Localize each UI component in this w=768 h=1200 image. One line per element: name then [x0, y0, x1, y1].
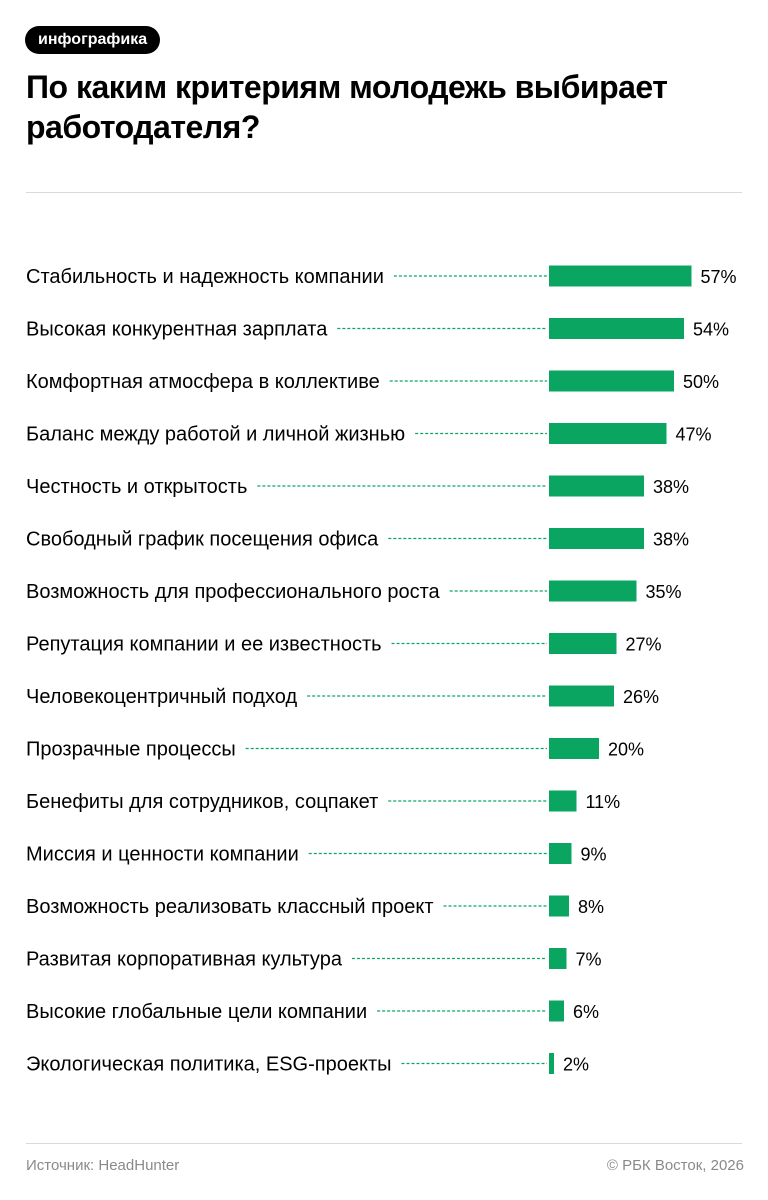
infographic-badge: инфографика [25, 26, 161, 54]
value-label: 47% [676, 425, 712, 445]
value-label: 20% [608, 740, 644, 760]
category-label: Экологическая политика, ESG-проекты [26, 1054, 391, 1076]
bar-chart: Стабильность и надежность компании 57% Выс… [26, 265, 737, 1076]
bar-row: Свободный график посещения офиса 38% [26, 528, 689, 551]
category-label: Развитая корпоративная культура [26, 949, 343, 971]
bar-row: Экологическая политика, ESG-проекты 2% [26, 1053, 589, 1076]
bar [549, 685, 614, 707]
value-label: 11% [586, 792, 621, 812]
bar [549, 948, 567, 969]
bar-row: Бенефиты для сотрудников, соцпакет 11% [26, 790, 621, 813]
bar-row: Стабильность и надежность компании 57% [26, 265, 737, 288]
page-title: По каким критериям молодежь выбирает раб… [26, 69, 668, 145]
bar [549, 423, 667, 444]
bar [549, 318, 684, 339]
bar-row: Возможность для профессионального роста 3… [26, 580, 682, 603]
value-label: 8% [578, 897, 604, 917]
bar [549, 633, 617, 654]
bar-row: Прозрачные процессы 20% [26, 738, 644, 761]
bar-row: Баланс между работой и личной жизнью 47% [26, 423, 712, 446]
bar [549, 843, 572, 864]
category-label: Свободный график посещения офиса [26, 529, 379, 551]
category-label: Комфортная атмосфера в коллективе [26, 371, 380, 393]
value-label: 7% [576, 950, 602, 970]
value-label: 57% [701, 267, 737, 287]
bottom-divider [26, 1143, 742, 1144]
category-label: Миссия и ценности компании [26, 844, 299, 866]
bar-row: Высокие глобальные цели компании 6% [26, 1000, 599, 1023]
bar [549, 790, 577, 812]
category-label: Высокие глобальные цели компании [26, 1001, 367, 1023]
bar-row: Репутация компании и ее известность 27% [26, 633, 662, 656]
bar-row: Высокая конкурентная зарплата 54% [26, 318, 729, 341]
category-label: Человекоцентричный подход [26, 686, 297, 708]
value-label: 9% [581, 845, 607, 865]
category-label: Высокая конкурентная зарплата [26, 319, 328, 341]
source-note: Источник: HeadHunter [26, 1157, 180, 1174]
value-label: 26% [623, 687, 659, 707]
value-label: 38% [653, 530, 689, 550]
bar [549, 528, 644, 549]
category-label: Прозрачные процессы [26, 739, 236, 761]
value-label: 38% [653, 477, 689, 497]
bar [549, 265, 692, 287]
bar [549, 370, 674, 392]
value-label: 6% [573, 1002, 599, 1022]
bar [549, 738, 599, 759]
copyright-note: © РБК Восток, 2026 [606, 1157, 744, 1174]
category-label: Баланс между работой и личной жизнью [26, 424, 405, 446]
value-label: 50% [683, 372, 719, 392]
value-label: 54% [693, 320, 729, 340]
bar-row: Развитая корпоративная культура 7% [26, 948, 602, 971]
value-label: 2% [563, 1055, 589, 1075]
bar-row: Человекоцентричный подход 26% [26, 685, 659, 708]
category-label: Возможность для профессионального роста [26, 581, 441, 603]
value-label: 27% [626, 635, 662, 655]
bar [549, 1053, 554, 1074]
bar-row: Возможность реализовать классный проект 8… [26, 895, 604, 918]
bar-row: Миссия и ценности компании 9% [26, 843, 607, 866]
category-label: Честность и открытость [26, 476, 247, 498]
bar [549, 580, 637, 602]
category-label: Возможность реализовать классный проект [26, 896, 434, 918]
top-divider [26, 192, 742, 193]
bar [549, 475, 644, 497]
category-label: Репутация компании и ее известность [26, 634, 382, 656]
bar [549, 895, 569, 917]
category-label: Стабильность и надежность компании [26, 266, 384, 288]
bar-row: Честность и открытость 38% [26, 475, 689, 498]
bar [549, 1000, 564, 1022]
value-label: 35% [646, 582, 682, 602]
bar-row: Комфортная атмосфера в коллективе 50% [26, 370, 719, 393]
category-label: Бенефиты для сотрудников, соцпакет [26, 791, 378, 813]
